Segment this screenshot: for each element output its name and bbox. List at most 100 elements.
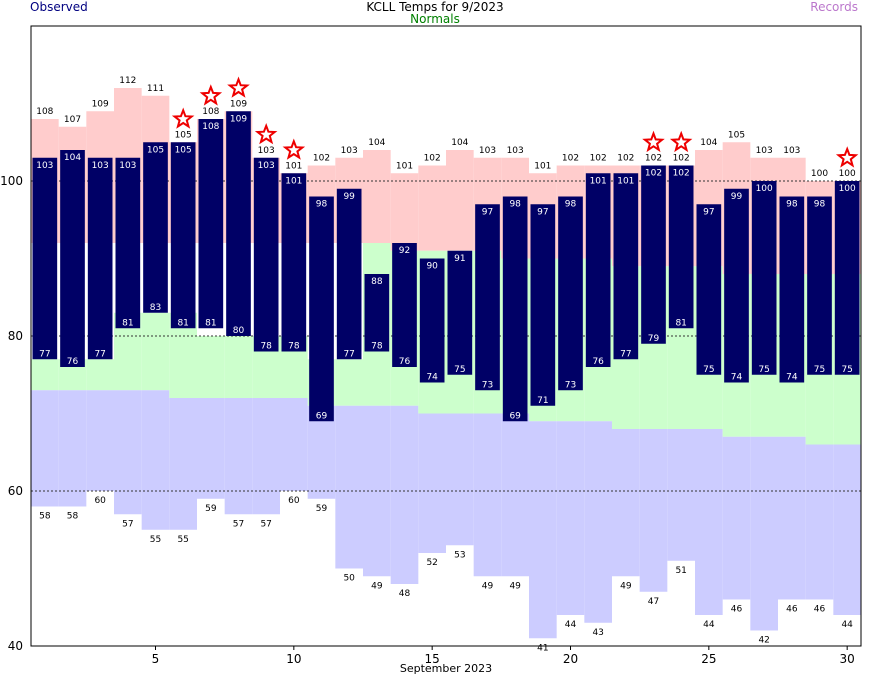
observed-low-label: 80 [233,326,245,336]
records-legend-label: Records [810,0,858,14]
record-high-label: 111 [147,84,164,94]
record-low-label: 58 [67,512,79,522]
record-low-label: 51 [675,566,686,576]
observed-low-label: 76 [592,357,604,367]
record-low-label: 60 [94,496,106,506]
observed-bar [807,196,832,375]
record-high-label: 102 [645,154,662,164]
observed-high-label: 102 [645,169,662,179]
observed-low-label: 83 [150,303,161,313]
observed-bar [724,188,749,383]
observed-high-label: 103 [258,161,275,171]
normal-band [224,336,253,398]
y-tick-label: 60 [8,484,23,498]
observed-high-label: 98 [509,200,521,210]
observed-high-label: 101 [617,176,634,186]
observed-bar [226,111,251,336]
observed-low-label: 81 [177,318,188,328]
record-low-band [335,405,363,569]
record-low-label: 55 [150,535,161,545]
observed-high-label: 101 [285,176,302,186]
observed-bar [281,173,307,352]
observed-bar [170,142,196,329]
record-low-label: 50 [343,574,355,584]
observed-high-label: 98 [316,200,328,210]
observed-low-label: 78 [371,342,383,352]
record-low-label: 48 [399,589,411,599]
observed-bar [336,188,362,360]
record-high-label: 101 [396,161,413,171]
record-star [282,138,306,160]
observed-bars [32,111,860,422]
observed-bar [834,181,860,375]
observed-high-label: 103 [36,161,53,171]
observed-bar [364,274,390,352]
observed-bar [198,119,224,329]
y-tick-label: 40 [8,639,23,653]
record-low-label: 49 [482,581,494,591]
y-tick-label: 80 [8,329,23,343]
record-low-label: 60 [288,496,300,506]
observed-legend-label: Observed [30,0,88,14]
record-low-band [86,390,114,491]
observed-high-label: 92 [399,246,410,256]
x-axis-label: September 2023 [400,662,492,675]
record-high-label: 103 [479,146,496,156]
record-stars [171,76,859,168]
record-high-label: 108 [36,107,53,117]
record-low-label: 52 [426,558,437,568]
record-low-label: 44 [703,620,715,630]
record-low-band [224,398,253,515]
record-low-label: 58 [39,512,51,522]
record-low-label: 42 [758,636,769,646]
record-low-band [141,390,170,530]
observed-low-label: 69 [316,411,328,421]
record-star [669,130,693,153]
record-high-label: 104 [700,138,717,148]
observed-bar [392,243,417,367]
record-high-label: 103 [341,146,358,156]
record-high-label: 103 [507,146,524,156]
observed-low-label: 74 [426,373,438,383]
record-high-label: 102 [313,154,330,164]
record-low-band [280,398,308,491]
record-low-label: 55 [177,535,188,545]
observed-bar [60,150,85,367]
observed-low-label: 77 [343,349,354,359]
normal-band [335,359,363,406]
observed-bar [613,173,639,360]
record-high-label: 107 [64,115,81,125]
observed-bar [641,165,666,344]
observed-high-label: 102 [673,169,690,179]
x-tick-label: 10 [286,652,301,666]
observed-low-label: 75 [841,365,852,375]
record-high-label: 105 [175,130,192,140]
record-high-label: 102 [590,154,607,164]
observed-bar [447,250,473,375]
observed-low-label: 71 [537,396,548,406]
record-low-band [556,421,585,615]
observed-high-label: 103 [119,161,136,171]
record-low-band [446,413,474,546]
normal-band [31,359,59,391]
y-tick-label: 100 [0,174,23,188]
record-low-label: 41 [537,643,548,653]
record-high-band [418,165,446,251]
record-low-band [114,390,142,515]
x-tick-label: 25 [701,652,716,666]
normals-legend-label: Normals [410,12,460,26]
record-high-label: 103 [258,146,275,156]
record-low-label: 49 [371,581,383,591]
observed-low-label: 75 [454,365,465,375]
record-high-label: 103 [783,146,800,156]
observed-high-label: 100 [756,184,773,194]
record-high-band [390,173,419,251]
observed-low-label: 78 [288,342,300,352]
record-low-label: 44 [565,620,577,630]
observed-bar [87,157,113,360]
record-low-band [612,429,640,577]
record-high-label: 101 [534,161,551,171]
record-low-label: 49 [620,581,632,591]
observed-bar [419,258,445,383]
record-low-band [252,398,280,515]
